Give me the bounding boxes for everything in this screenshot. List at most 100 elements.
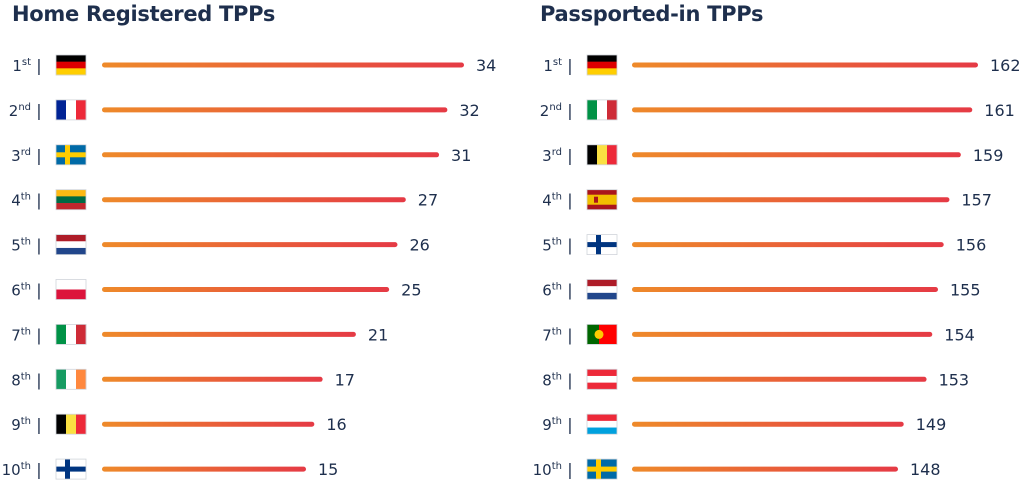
france-flag [55,99,87,121]
bar-row: 2nd | 161 [540,99,1015,121]
rank-separator: | [36,56,41,75]
rank-label: 5th [542,237,562,255]
value-label: 148 [910,460,941,479]
bar [632,242,944,248]
value-label: 27 [418,191,438,210]
bar [102,421,315,427]
sweden-flag [55,144,87,166]
portugal-flag [586,323,618,345]
rank-separator: | [36,101,41,120]
value-label: 154 [944,325,975,344]
rank-separator: | [567,101,572,120]
bar-row: 3rd | 31 [11,144,471,166]
rank-label: 2nd [540,102,562,120]
belgium-flag [586,144,618,166]
chart-title: Passported-in TPPs [540,2,764,26]
bar-row: 5th | 156 [542,234,987,256]
rank-label: 9th [542,416,562,434]
home-registered-bar-chart: 1st | 34 2nd | 32 3rd | 31 4th | 27 5th | 26 6th | 25 7th |… [2,54,496,480]
value-label: 159 [973,146,1004,165]
value-label: 32 [459,101,479,120]
bar [102,287,390,292]
finland-flag [55,458,87,480]
bar-row: 1st | 162 [543,54,1021,76]
bar-row: 1st | 34 [12,54,496,76]
value-label: 34 [476,56,496,75]
spain-flag [586,189,618,211]
bar [102,466,306,472]
bar-row: 4th | 27 [11,189,438,211]
value-label: 156 [956,236,987,255]
rank-separator: | [567,460,572,479]
value-label: 15 [318,460,338,479]
bar-row: 8th | 153 [542,368,970,390]
bar-row: 2nd | 32 [9,99,480,121]
bar-row: 7th | 21 [11,323,388,345]
bar-row: 8th | 17 [11,368,355,390]
bar-row: 10th | 15 [2,458,338,480]
rank-separator: | [567,415,572,434]
bar [632,421,904,427]
value-label: 25 [401,281,421,300]
bar [102,107,448,113]
bar [632,152,961,158]
bar [102,197,406,203]
bar [632,331,933,337]
bar [102,331,356,337]
rank-label: 9th [11,416,31,434]
chart-title: Home Registered TPPs [12,2,276,26]
rank-label: 4th [542,192,562,210]
home-registered-panel: Home Registered TPPs 1st | 34 2nd | 32 3rd | 31 4… [0,0,510,482]
value-label: 155 [950,281,981,300]
rank-separator: | [36,415,41,434]
value-label: 21 [368,325,388,344]
finland-flag [586,234,618,256]
rank-label: 8th [542,371,562,389]
luxembourg-flag [586,413,618,435]
rank-separator: | [567,146,572,165]
passported-in-panel: Passported-in TPPs 1st | 162 2nd | 161 3rd | 159… [530,0,1024,482]
value-label: 17 [335,370,355,389]
belgium-flag [55,413,87,435]
bar [102,242,398,248]
rank-separator: | [36,370,41,389]
rank-label: 4th [11,192,31,210]
value-label: 162 [990,56,1021,75]
ireland-flag [55,368,87,390]
rank-label: 6th [11,282,31,300]
rank-label: 3rd [542,147,562,165]
rank-label: 2nd [9,102,31,120]
sweden-flag [586,458,618,480]
bar-row: 6th | 25 [11,279,422,300]
italy-flag [586,99,618,121]
value-label: 153 [939,370,970,389]
rank-label: 1st [543,57,562,75]
rank-separator: | [567,56,572,75]
bar [632,287,938,292]
bar [102,152,440,158]
rank-label: 3rd [11,147,31,165]
bar [632,107,973,113]
netherlands-flag [55,234,87,256]
rank-separator: | [567,370,572,389]
germany-flag [55,54,87,76]
rank-label: 1st [12,57,31,75]
rank-separator: | [36,325,41,344]
rank-separator: | [567,191,572,210]
bar-row: 9th | 149 [542,413,946,435]
rank-label: 10th [533,461,562,479]
germany-flag [586,54,618,76]
rank-label: 6th [542,282,562,300]
austria-flag [586,368,618,390]
bar-row: 10th | 148 [533,458,941,480]
bar-row: 4th | 157 [542,189,992,211]
rank-label: 7th [11,326,31,344]
rank-label: 10th [2,461,31,479]
bar-row: 7th | 154 [542,323,975,345]
rank-separator: | [567,236,572,255]
value-label: 157 [961,191,992,210]
rank-separator: | [36,236,41,255]
rank-label: 7th [542,326,562,344]
value-label: 26 [409,236,429,255]
